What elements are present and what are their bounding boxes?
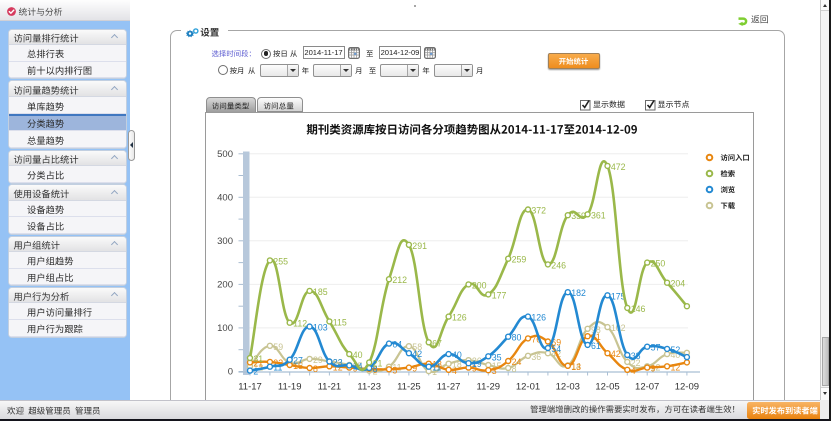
svg-text:40: 40 (671, 350, 681, 360)
svg-text:40: 40 (353, 350, 363, 360)
svg-text:22: 22 (631, 358, 641, 368)
svg-text:361: 361 (591, 210, 606, 220)
svg-text:12: 12 (253, 362, 263, 372)
svg-text:11-21: 11-21 (318, 382, 342, 393)
svg-text:23: 23 (333, 358, 343, 368)
svg-text:13: 13 (571, 362, 581, 372)
svg-text:8: 8 (313, 364, 318, 374)
svg-text:182: 182 (571, 288, 586, 298)
svg-text:12-05: 12-05 (595, 382, 619, 393)
svg-text:15: 15 (293, 361, 303, 371)
svg-text:259: 259 (512, 255, 527, 265)
svg-text:40: 40 (452, 350, 462, 360)
svg-text:11-23: 11-23 (357, 382, 381, 393)
svg-text:372: 372 (531, 206, 546, 216)
svg-text:11-29: 11-29 (477, 382, 501, 393)
svg-text:472: 472 (611, 162, 626, 172)
svg-text:103: 103 (313, 323, 328, 333)
svg-text:69: 69 (551, 338, 561, 348)
svg-text:22: 22 (273, 358, 283, 368)
svg-text:0: 0 (228, 367, 233, 378)
svg-text:291: 291 (412, 241, 427, 251)
svg-text:500: 500 (217, 149, 233, 160)
svg-text:185: 185 (313, 287, 328, 297)
svg-text:42: 42 (412, 349, 422, 359)
svg-text:76: 76 (531, 334, 541, 344)
svg-text:246: 246 (551, 260, 566, 270)
svg-text:112: 112 (293, 319, 307, 329)
svg-text:400: 400 (217, 192, 233, 203)
svg-text:115: 115 (333, 317, 347, 327)
svg-text:11: 11 (273, 363, 282, 373)
svg-text:57: 57 (651, 343, 661, 353)
svg-text:8: 8 (373, 364, 378, 374)
svg-text:14: 14 (571, 361, 581, 371)
svg-text:177: 177 (492, 290, 507, 300)
svg-text:146: 146 (631, 304, 646, 314)
svg-text:21: 21 (253, 358, 263, 368)
svg-text:21: 21 (373, 358, 383, 368)
svg-text:3: 3 (492, 366, 497, 376)
svg-text:11-17: 11-17 (238, 382, 262, 393)
svg-text:11-19: 11-19 (278, 382, 302, 393)
svg-text:54: 54 (551, 344, 561, 354)
svg-text:12-07: 12-07 (635, 382, 659, 393)
svg-text:11: 11 (432, 363, 441, 373)
svg-text:18: 18 (432, 360, 442, 370)
svg-text:100: 100 (217, 323, 233, 334)
svg-text:126: 126 (452, 313, 467, 323)
svg-text:42: 42 (611, 349, 621, 359)
svg-text:52: 52 (671, 345, 681, 355)
svg-text:59: 59 (273, 342, 283, 352)
svg-text:12-01: 12-01 (516, 382, 540, 393)
svg-text:4: 4 (631, 366, 636, 376)
svg-text:12-09: 12-09 (675, 382, 699, 393)
svg-text:12: 12 (671, 362, 681, 372)
svg-text:255: 255 (273, 256, 288, 266)
svg-text:126: 126 (531, 313, 546, 323)
svg-text:27: 27 (293, 356, 303, 366)
svg-text:58: 58 (412, 342, 422, 352)
svg-text:23: 23 (333, 358, 343, 368)
svg-text:35: 35 (492, 352, 502, 362)
svg-text:300: 300 (217, 236, 233, 247)
svg-text:11-27: 11-27 (437, 382, 461, 393)
svg-text:38: 38 (631, 351, 641, 361)
svg-text:19: 19 (472, 359, 482, 369)
svg-text:2: 2 (373, 367, 378, 377)
svg-text:200: 200 (472, 280, 487, 290)
svg-text:250: 250 (651, 259, 666, 269)
svg-text:29: 29 (313, 355, 323, 365)
svg-text:6: 6 (373, 365, 378, 375)
svg-text:175: 175 (611, 291, 626, 301)
svg-text:20: 20 (293, 359, 303, 369)
svg-text:8: 8 (512, 364, 517, 374)
svg-text:36: 36 (531, 352, 541, 362)
svg-text:359: 359 (571, 211, 586, 221)
svg-text:81: 81 (591, 332, 601, 342)
svg-text:204: 204 (671, 279, 686, 289)
svg-text:1: 1 (432, 367, 437, 377)
svg-text:200: 200 (217, 279, 233, 290)
svg-text:9: 9 (412, 364, 417, 374)
svg-text:5: 5 (392, 365, 397, 375)
svg-text:24: 24 (512, 357, 522, 367)
svg-text:18: 18 (452, 360, 462, 370)
svg-text:26: 26 (472, 356, 482, 366)
svg-text:67: 67 (432, 338, 442, 348)
svg-text:12-03: 12-03 (556, 382, 580, 393)
svg-text:212: 212 (392, 275, 407, 285)
svg-text:31: 31 (253, 354, 263, 364)
svg-text:2: 2 (253, 367, 258, 377)
svg-text:9: 9 (472, 364, 477, 374)
svg-text:15: 15 (492, 361, 502, 371)
svg-text:11-25: 11-25 (397, 382, 421, 393)
svg-text:4: 4 (452, 366, 457, 376)
svg-text:9: 9 (651, 364, 656, 374)
svg-text:80: 80 (512, 333, 522, 343)
svg-text:61: 61 (591, 341, 601, 351)
svg-text:64: 64 (392, 340, 402, 350)
